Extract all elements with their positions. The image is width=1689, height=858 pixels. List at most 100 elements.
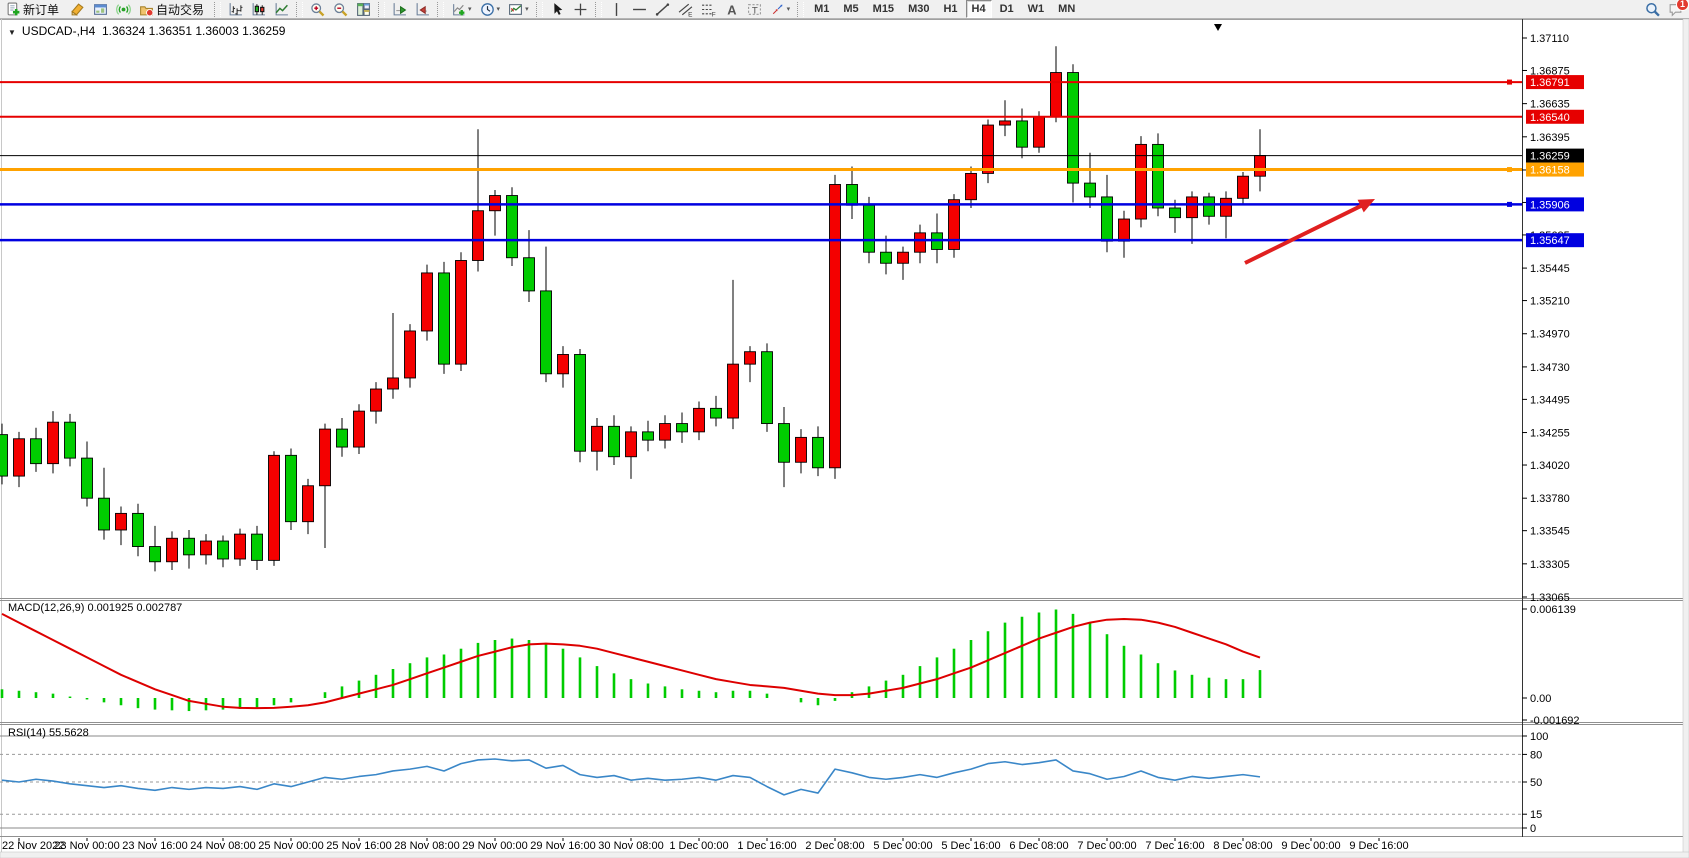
- candle: [438, 261, 450, 374]
- channel-button[interactable]: E: [675, 0, 696, 19]
- candle: [336, 418, 348, 457]
- price-axis-tick: 1.36395: [1530, 132, 1570, 144]
- fibonacci-button[interactable]: F: [698, 0, 719, 19]
- timeframe-m30-button[interactable]: M30: [908, 3, 930, 15]
- price-axis-tick: 1.37110: [1530, 33, 1569, 45]
- timeframe-d1-button[interactable]: D1: [999, 3, 1014, 15]
- zoom-in-button[interactable]: [307, 0, 328, 19]
- candle: [370, 382, 382, 424]
- macd-name: MACD(12,26,9): [8, 602, 85, 614]
- notification-badge: 1: [1675, 0, 1689, 11]
- candle: [1186, 191, 1198, 244]
- template-icon: [509, 3, 522, 15]
- candle: [404, 324, 416, 388]
- svg-text:E: E: [688, 11, 692, 17]
- candle: [676, 412, 688, 443]
- cursor-button[interactable]: [547, 0, 568, 19]
- price-chip: 1.36791: [1526, 75, 1584, 90]
- auto-scroll-icon: [393, 2, 407, 15]
- right-strip: [1682, 18, 1689, 858]
- zoom-out-button[interactable]: [330, 0, 351, 19]
- date-axis-label: 25 Nov 16:00: [326, 840, 391, 852]
- trendline-icon: [655, 2, 669, 16]
- candle: [0, 423, 8, 485]
- price-axis-tick: 1.33305: [1530, 559, 1570, 571]
- rsi-axis-tick: 50: [1530, 777, 1542, 789]
- chart-candles-button[interactable]: [248, 0, 269, 19]
- timeframe-w1-button[interactable]: W1: [1027, 3, 1045, 15]
- new-order-label: 新订单: [23, 2, 60, 17]
- line-handle[interactable]: [1507, 79, 1512, 85]
- hline-button[interactable]: [629, 0, 650, 19]
- vline-button[interactable]: [606, 0, 627, 19]
- timeframe-m15-button[interactable]: M15: [872, 3, 895, 15]
- candle: [591, 418, 603, 471]
- periods-button[interactable]: ▾: [477, 0, 504, 19]
- new-chart-icon: [453, 3, 465, 15]
- auto-scroll-button[interactable]: [389, 0, 410, 19]
- svg-text:1.35906: 1.35906: [1530, 199, 1570, 211]
- search-button[interactable]: [1642, 0, 1663, 19]
- candle: [795, 429, 807, 474]
- macd-values: 0.001925 0.002787: [87, 602, 183, 614]
- macd-axis-tick: 0.006139: [1530, 604, 1576, 616]
- autotrading-button[interactable]: 自动交易: [136, 0, 210, 19]
- candle: [540, 246, 552, 383]
- candle: [217, 535, 229, 568]
- notifications-button[interactable]: 1: [1665, 0, 1689, 19]
- signals-button[interactable]: [113, 0, 134, 19]
- candle: [574, 348, 586, 463]
- rsi-axis-tick: 15: [1530, 809, 1542, 821]
- svg-text:1.35647: 1.35647: [1530, 235, 1570, 247]
- rsi-value: 55.5628: [48, 727, 89, 739]
- candle: [999, 100, 1011, 137]
- dropdown-arrow-icon[interactable]: ▾: [496, 6, 501, 13]
- new-order-button[interactable]: 新订单: [3, 0, 65, 19]
- label-icon: T: [747, 3, 761, 16]
- periods-icon: [480, 2, 494, 16]
- dropdown-arrow-icon[interactable]: ▾: [468, 6, 472, 13]
- text-button[interactable]: A: [721, 0, 742, 19]
- new-chart-button[interactable]: ▾: [448, 0, 475, 19]
- chart-shift-button[interactable]: [412, 0, 433, 19]
- dropdown-arrow-icon[interactable]: ▾: [525, 6, 529, 13]
- timeframe-mn-button[interactable]: MN: [1058, 3, 1076, 15]
- toolbar-grip: [296, 1, 304, 17]
- line-handle[interactable]: [1507, 167, 1512, 173]
- rsi-name: RSI(14): [8, 727, 46, 739]
- market-watch-button[interactable]: [90, 0, 111, 19]
- crosshair-icon: [574, 3, 586, 15]
- chart-bars-button[interactable]: [225, 0, 246, 19]
- date-axis-label: 29 Nov 00:00: [462, 840, 527, 852]
- macd-axis-tick: -0.001692: [1530, 715, 1580, 727]
- new-order-icon: [7, 2, 20, 15]
- svg-text:1.36540: 1.36540: [1530, 112, 1570, 124]
- arrows-button[interactable]: ▾: [767, 0, 794, 19]
- timeframe-m1-button[interactable]: M1: [814, 3, 830, 15]
- tile-windows-button[interactable]: [353, 0, 374, 19]
- chart-menu-icon[interactable]: ▼: [8, 28, 16, 37]
- timeframe-h4-button[interactable]: H4: [965, 0, 992, 18]
- crosshair-button[interactable]: [570, 0, 591, 19]
- date-axis-label: 25 Nov 00:00: [258, 840, 323, 852]
- candle: [727, 279, 739, 430]
- label-button[interactable]: T: [744, 0, 765, 19]
- timeframe-m5-button[interactable]: M5: [843, 3, 859, 15]
- timeframe-h1-button[interactable]: H1: [943, 3, 958, 15]
- cursor-icon: [553, 2, 562, 15]
- candle: [64, 413, 76, 467]
- highlighter-button[interactable]: [67, 0, 88, 19]
- date-axis-label: 24 Nov 08:00: [190, 840, 255, 852]
- line-handle[interactable]: [1507, 201, 1512, 207]
- arrow-annotation[interactable]: [1244, 199, 1375, 265]
- dropdown-arrow-icon[interactable]: ▾: [786, 6, 791, 13]
- chart-line-button[interactable]: [271, 0, 292, 19]
- trendline-button[interactable]: [652, 0, 673, 19]
- candle: [285, 448, 297, 530]
- template-button[interactable]: ▾: [505, 0, 532, 19]
- chart-shift-marker-icon[interactable]: [1214, 24, 1222, 31]
- candle: [557, 346, 569, 388]
- candle: [1135, 136, 1147, 228]
- candle: [693, 401, 705, 441]
